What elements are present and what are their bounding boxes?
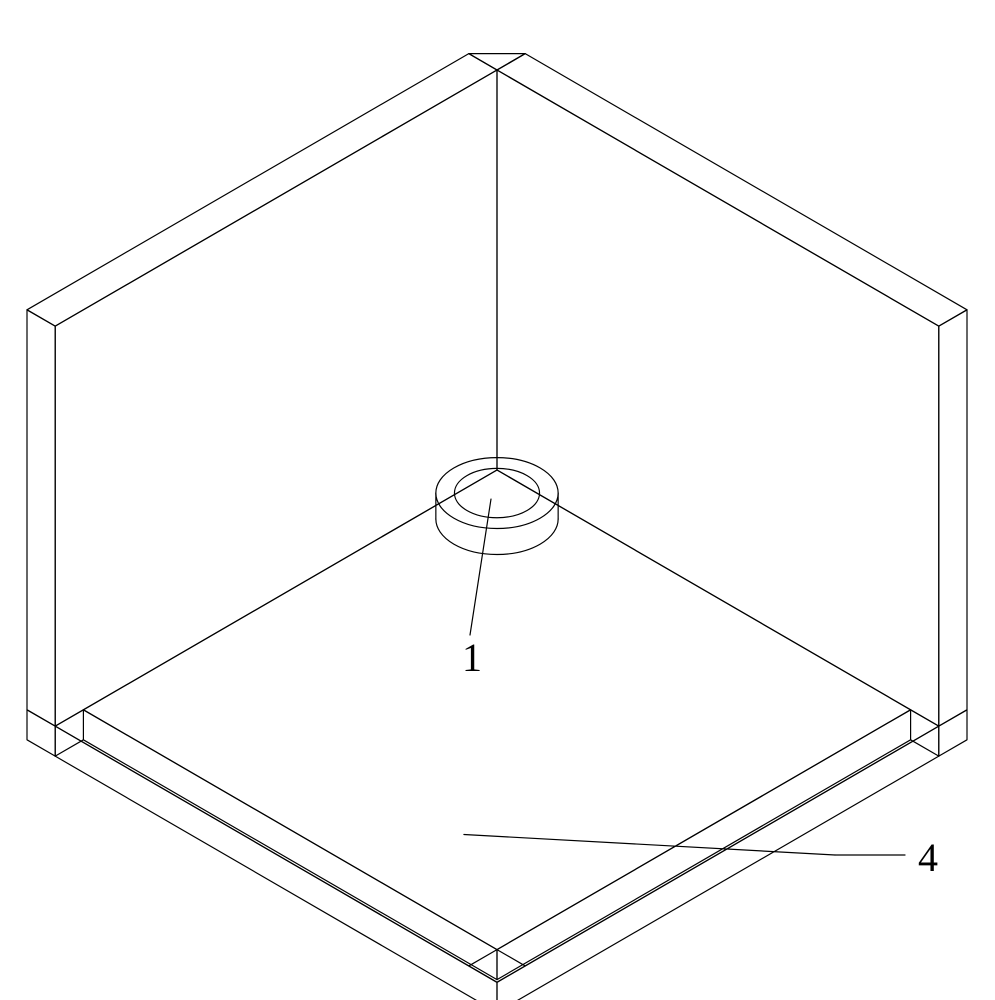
diagram-lines [27,54,967,1000]
label-1: 1 [462,635,482,680]
diagram-labels: 14 [462,635,938,880]
label-4: 4 [918,835,938,880]
